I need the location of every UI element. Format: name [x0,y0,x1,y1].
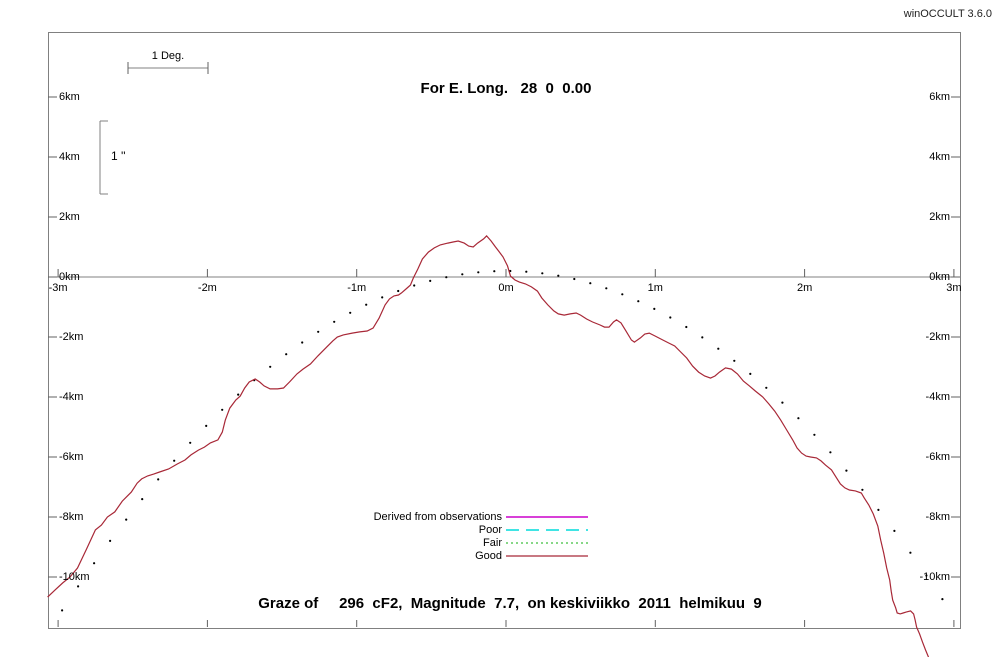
mean-limb-dot [397,289,400,293]
mean-limb-dot [621,293,624,296]
y-axis-label-left: -6km [59,451,84,463]
x-axis-label: 0m [498,282,514,294]
mean-limb-dot [301,341,304,344]
mean-limb-dot [813,433,816,436]
mean-limb-dot [765,386,768,389]
mean-limb-dot [877,508,880,511]
legend-label-good: Good [475,550,502,562]
mean-limb-dot [829,451,832,454]
mean-limb-dot [541,272,544,275]
mean-limb-dot [461,273,464,276]
mean-limb-dot [557,274,560,277]
chart-title: For E. Long. 28 0 0.00 [420,80,592,97]
legend-label-poor: Poor [478,524,502,536]
legend-label-fair: Fair [483,537,502,549]
mean-limb-dot [589,282,592,285]
mean-limb-dot [317,330,320,333]
degree-scale-bar-label: 1 Deg. [151,50,185,62]
mean-limb-dot [749,372,752,375]
x-axis-label: 3m [946,282,962,294]
mean-limb-dot [125,518,128,521]
mean-limb-dot [205,424,208,427]
y-axis-label-left: 0km [59,271,80,283]
y-axis-label-right: 0km [929,271,950,283]
arcsecond-scale-label: 1 '' [111,149,126,163]
mean-limb-dot [909,551,912,554]
mean-limb-dot [237,393,240,396]
mean-limb-dot [685,325,688,329]
mean-limb-dot [173,459,176,462]
y-axis-label-left: 6km [59,91,80,103]
mean-limb-dot [669,316,672,319]
mean-limb-dot [573,277,576,281]
legend-label-derived-from-observations: Derived from observations [373,511,502,523]
mean-limb-dot [77,585,80,588]
y-axis-label-right: -8km [925,511,950,523]
x-axis-label: 2m [796,282,813,294]
y-axis-label-left: -2km [59,331,84,343]
y-axis-label-right: 2km [929,211,950,223]
chart-caption: Graze of 296 cF2, Magnitude 7.7, on kesk… [258,595,762,612]
observed-limb-profile-line [47,235,930,657]
mean-limb-dot [653,307,656,310]
mean-limb-dot [861,488,864,491]
mean-limb-dot [413,284,416,287]
y-axis-label-right: -10km [919,571,950,583]
mean-limb-dot [797,417,800,420]
mean-limb-dot [349,311,352,314]
app-version-label: winOCCULT 3.6.0 [903,8,992,20]
mean-limb-dot [701,336,704,339]
mean-limb-dot [893,529,896,533]
mean-limb-dot [221,408,224,411]
mean-limb-dot [605,287,608,290]
mean-limb-dot [429,279,432,282]
mean-limb-dot [269,365,272,368]
y-axis-label-right: -4km [925,391,950,403]
mean-limb-dot [333,320,336,323]
y-axis-label-right: 6km [929,91,950,103]
mean-limb-dot [189,441,192,444]
mean-limb-dot [445,276,448,279]
mean-limb-dot [733,359,736,362]
y-axis-label-left: -4km [59,391,84,403]
mean-limb-dot [493,270,496,273]
mean-limb-dot [477,271,480,274]
y-axis-label-right: -2km [925,331,950,343]
y-axis-label-left: 4km [59,151,80,163]
y-axis-label-left: -10km [59,571,90,583]
mean-limb-dot [941,598,944,601]
mean-limb-dot [717,347,720,350]
mean-limb-dot [109,539,112,543]
x-axis-label: -2m [197,282,217,294]
mean-limb-dot [141,498,144,501]
y-axis-label-left: -8km [59,511,84,523]
mean-limb-dot [93,562,96,565]
mean-limb-dot [525,270,528,273]
mean-limb-dot [157,478,160,481]
mean-limb-dot [925,574,928,577]
mean-limb-dot [381,296,384,299]
mean-limb-dot [365,303,368,306]
mean-limb-dot [845,469,848,472]
mean-limb-dot [637,300,640,303]
y-axis-label-left: 2km [59,211,80,223]
mean-limb-dot [781,401,784,404]
mean-limb-dot [285,353,288,356]
x-axis-label: -1m [347,282,367,294]
y-axis-label-right: -6km [925,451,950,463]
x-axis-label: 1m [647,282,663,294]
graze-profile-chart-frame [48,32,961,629]
x-axis-label: -3m [48,282,68,294]
mean-limb-dot [61,609,64,612]
y-axis-label-right: 4km [929,151,950,163]
